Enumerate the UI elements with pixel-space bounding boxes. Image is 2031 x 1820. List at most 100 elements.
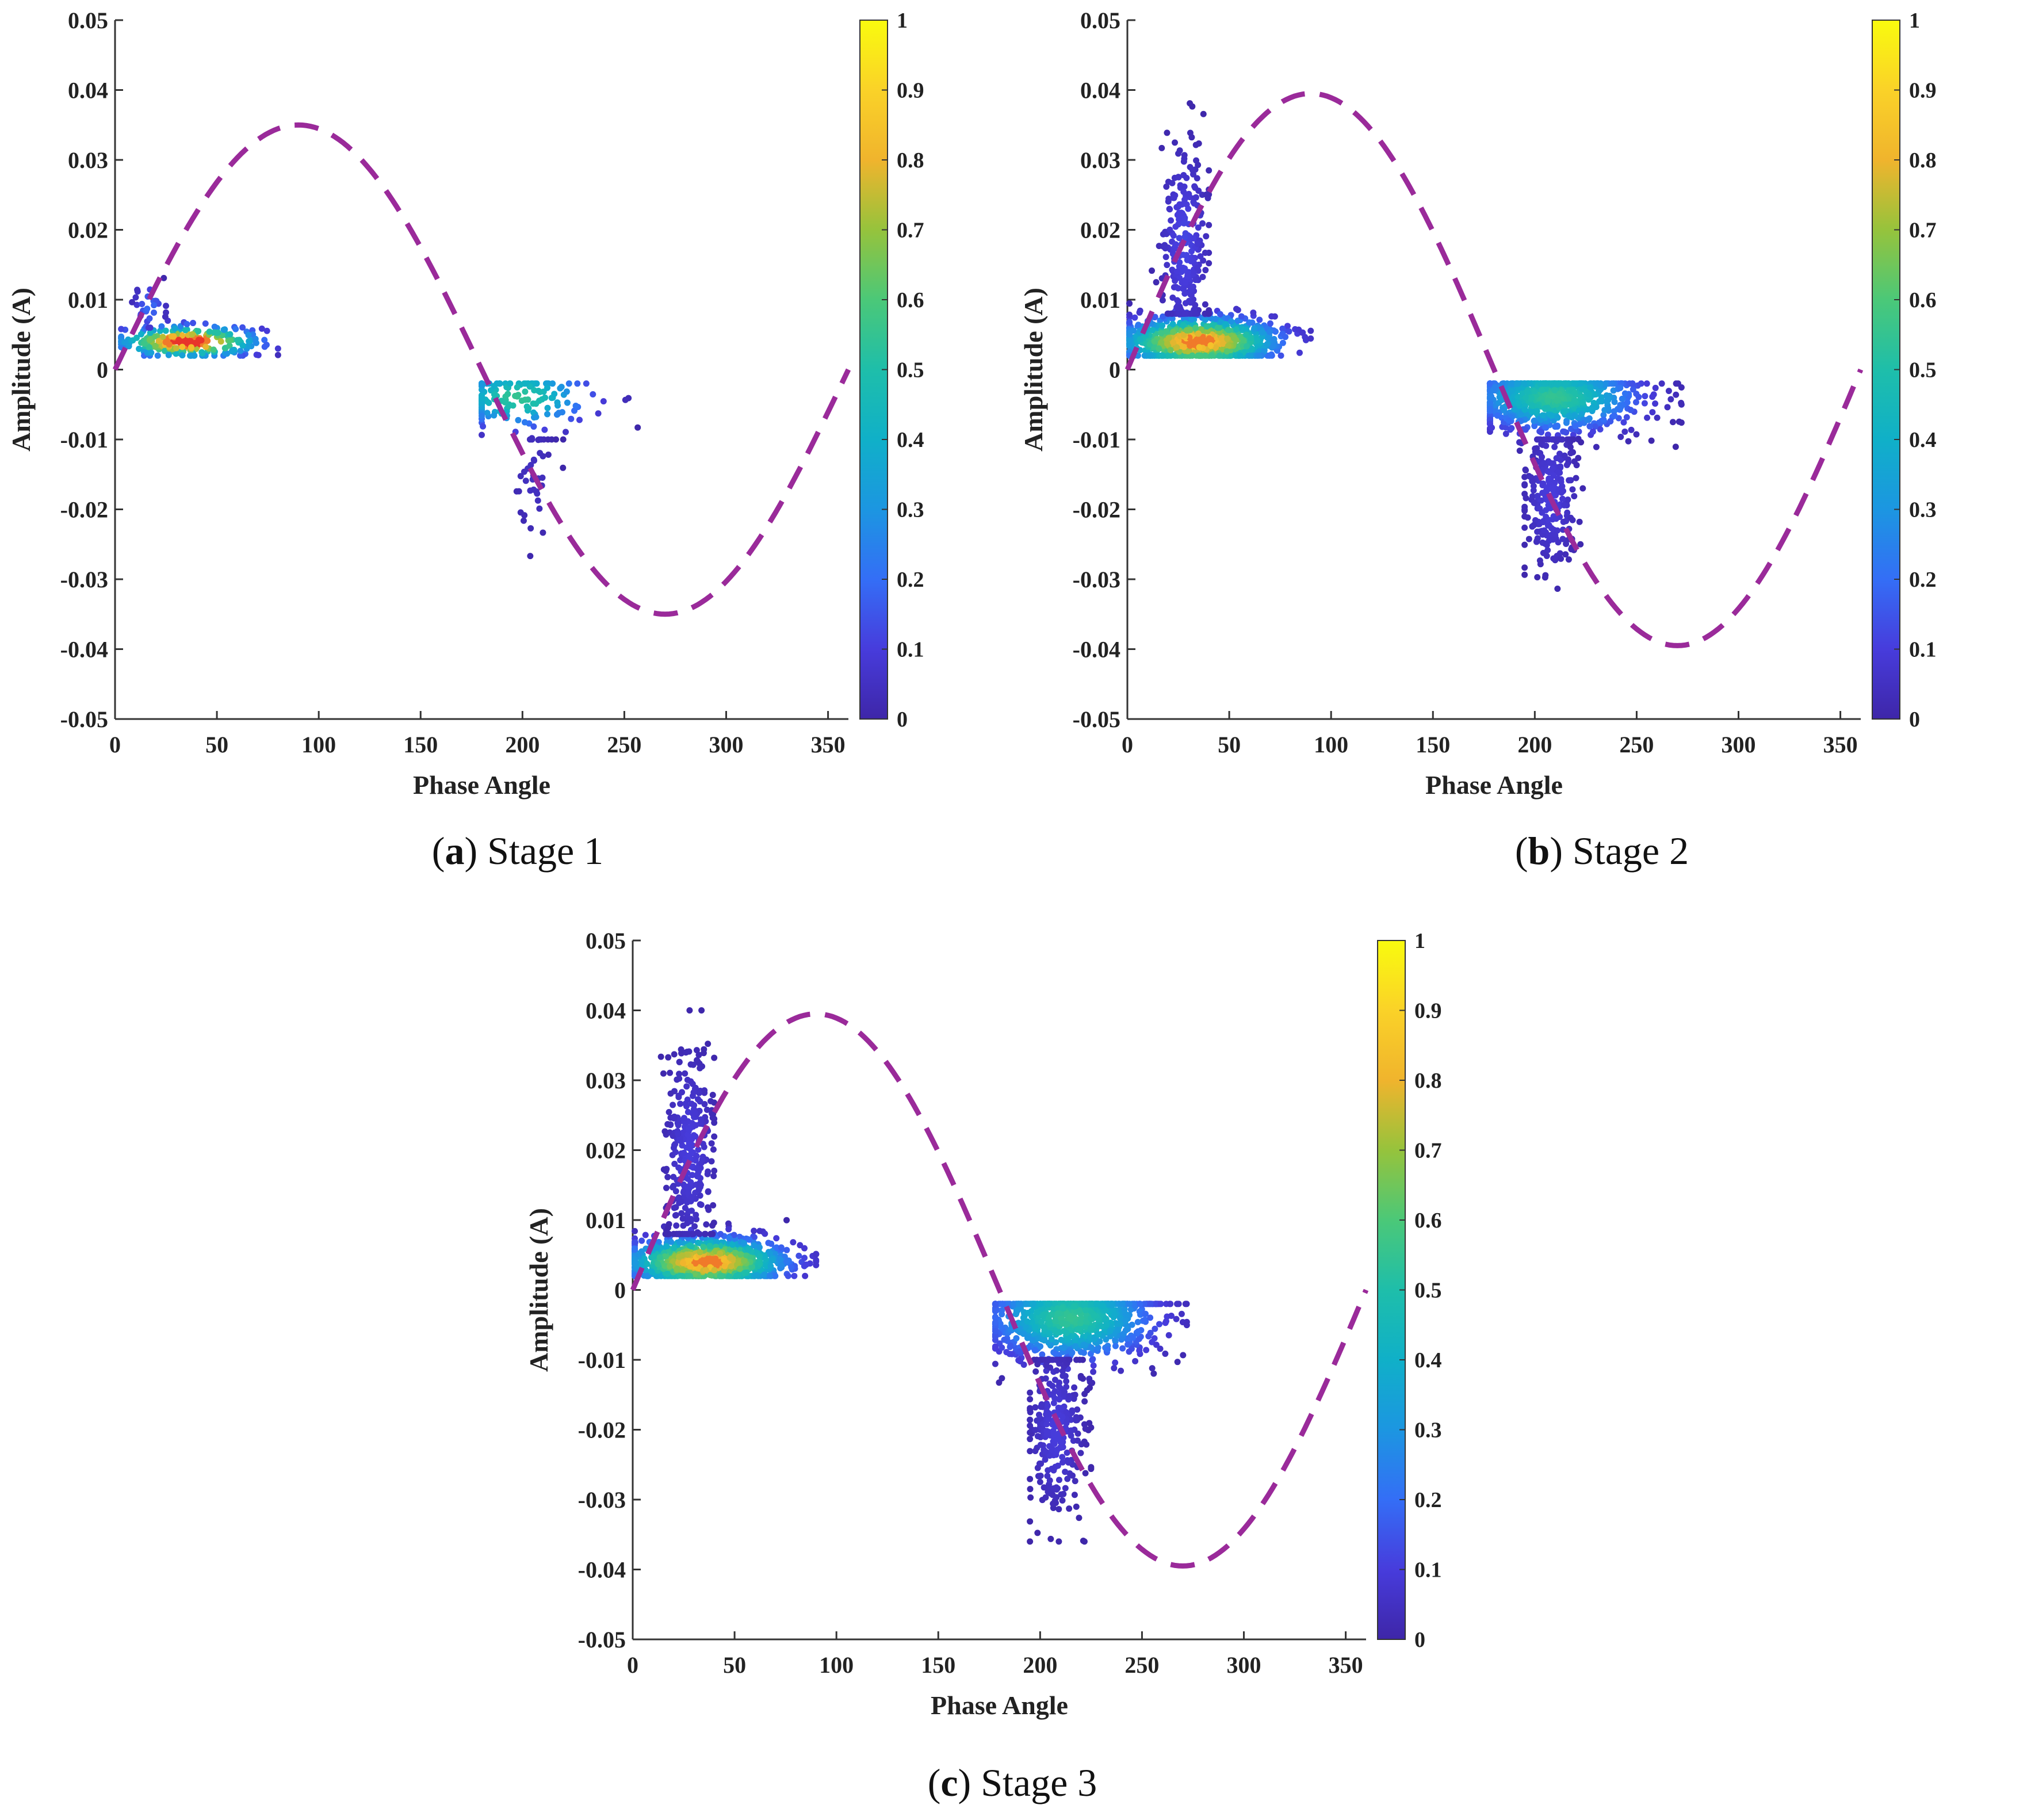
data-point xyxy=(1131,314,1138,321)
data-point xyxy=(1632,399,1639,406)
data-point xyxy=(813,1251,820,1257)
data-point xyxy=(1569,486,1576,493)
data-point xyxy=(801,1245,808,1252)
data-point xyxy=(1565,496,1571,503)
data-point xyxy=(1234,318,1241,324)
scatter-points xyxy=(632,1007,1190,1545)
data-point xyxy=(1552,423,1559,430)
data-point xyxy=(1160,352,1166,359)
data-point xyxy=(1171,194,1177,201)
data-point xyxy=(1214,324,1221,331)
data-point xyxy=(727,1254,734,1261)
data-point xyxy=(1090,1368,1097,1375)
data-point xyxy=(244,343,251,350)
data-point xyxy=(1188,248,1195,255)
data-point xyxy=(1553,455,1560,462)
data-point xyxy=(676,1075,683,1082)
x-tick-label: 350 xyxy=(1329,1652,1363,1678)
data-point xyxy=(736,1265,743,1272)
data-point xyxy=(1564,509,1571,516)
data-point xyxy=(684,1048,691,1055)
data-point xyxy=(1202,352,1208,359)
data-point xyxy=(1182,279,1189,286)
data-point xyxy=(1206,221,1213,228)
colorbar-tick-label: 0.5 xyxy=(897,358,924,383)
data-point xyxy=(1199,220,1206,227)
data-point xyxy=(693,1153,700,1160)
data-point xyxy=(1633,431,1640,438)
data-point xyxy=(670,1102,676,1108)
data-point xyxy=(527,553,534,560)
data-point xyxy=(711,1267,718,1274)
data-point xyxy=(540,529,546,536)
y-tick-label: -0.02 xyxy=(1073,497,1120,523)
data-point xyxy=(1090,1362,1097,1369)
data-point xyxy=(1608,380,1615,387)
data-point xyxy=(701,1144,707,1150)
data-point xyxy=(999,1307,1005,1314)
data-point xyxy=(682,1100,689,1107)
y-tick-label: 0.02 xyxy=(1080,217,1120,243)
data-point xyxy=(152,342,159,349)
data-point xyxy=(691,1223,698,1230)
data-point xyxy=(1522,394,1529,401)
data-point xyxy=(743,1270,750,1276)
data-point xyxy=(1256,352,1263,359)
colorbar-tick-label: 0.2 xyxy=(897,568,924,592)
x-tick-label: 200 xyxy=(505,732,540,758)
data-point xyxy=(1160,313,1166,320)
data-point xyxy=(1203,323,1210,330)
data-point xyxy=(1539,539,1546,546)
data-point xyxy=(1142,1310,1149,1317)
data-point xyxy=(695,1146,702,1153)
data-point xyxy=(773,1244,780,1251)
data-point xyxy=(1181,315,1188,322)
data-point xyxy=(148,349,155,356)
data-point xyxy=(1533,408,1540,415)
data-point xyxy=(1158,144,1165,151)
data-point xyxy=(1135,322,1142,328)
data-point xyxy=(1552,515,1559,522)
y-tick-label: -0.03 xyxy=(60,567,108,592)
data-point xyxy=(1175,310,1182,317)
data-point xyxy=(778,1261,785,1268)
data-point xyxy=(1551,443,1558,450)
data-point xyxy=(595,410,602,417)
data-point xyxy=(672,1149,679,1156)
data-point xyxy=(1279,325,1286,332)
data-point xyxy=(1533,538,1540,545)
data-point xyxy=(638,1248,645,1255)
data-point xyxy=(687,1242,694,1249)
data-point xyxy=(1529,403,1536,410)
data-point xyxy=(1259,329,1266,336)
data-point xyxy=(564,399,571,406)
data-point xyxy=(1219,341,1226,347)
data-point xyxy=(686,1007,693,1014)
x-tick-label: 200 xyxy=(1023,1652,1057,1678)
data-point xyxy=(1598,398,1605,405)
y-tick-label: 0.02 xyxy=(586,1138,626,1164)
data-point xyxy=(697,1098,703,1105)
data-point xyxy=(199,350,206,357)
x-tick-label: 50 xyxy=(723,1652,746,1678)
data-point xyxy=(163,303,170,309)
data-point xyxy=(1550,472,1557,479)
data-point xyxy=(670,1183,677,1190)
data-point xyxy=(680,1149,687,1156)
data-point xyxy=(1072,1343,1079,1349)
data-point xyxy=(1567,443,1574,450)
data-point xyxy=(534,490,541,497)
data-point xyxy=(1202,267,1209,274)
data-point xyxy=(1206,310,1213,317)
panel-b: -0.05 -0.04 -0.03 -0.02 -0.01 0 0.01 0.02 0.03 0.… xyxy=(1012,0,2031,805)
data-point xyxy=(683,1199,690,1206)
data-point xyxy=(258,325,265,332)
data-point xyxy=(762,1230,768,1237)
y-tick-label: -0.05 xyxy=(60,706,108,732)
y-tick-label: -0.04 xyxy=(1073,637,1120,663)
data-point xyxy=(653,1244,660,1251)
data-point xyxy=(1181,234,1188,240)
data-point xyxy=(1246,352,1253,359)
data-point xyxy=(655,1261,661,1268)
data-point xyxy=(1548,412,1555,419)
